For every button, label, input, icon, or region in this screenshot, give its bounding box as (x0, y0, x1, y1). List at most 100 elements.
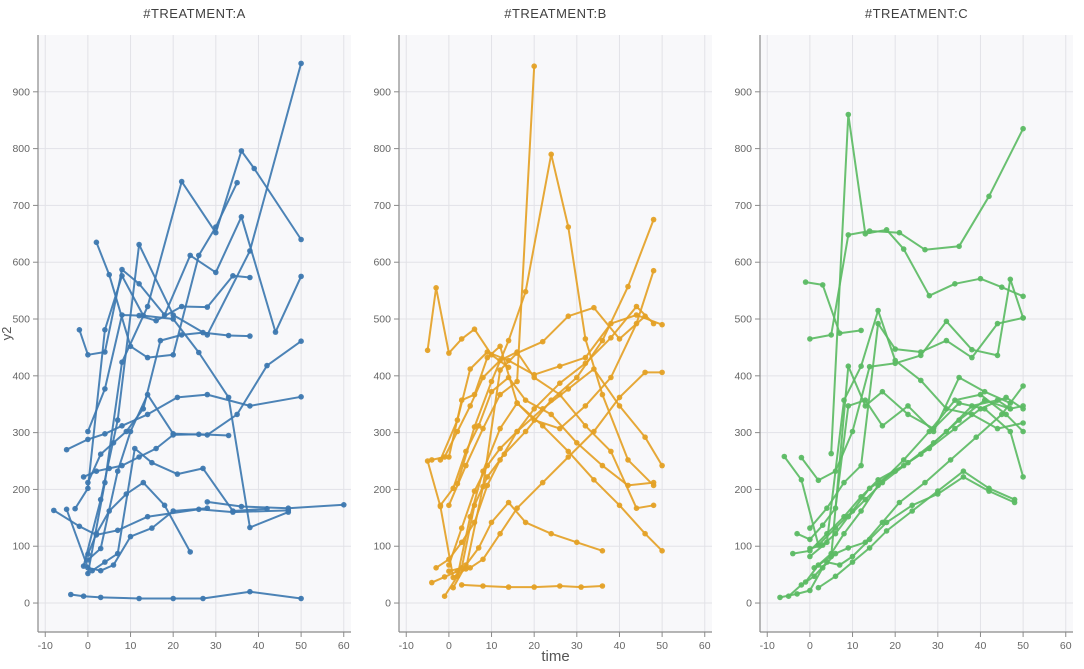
data-point (63, 506, 70, 513)
y-tick-label: 700 (373, 200, 391, 212)
series-line (796, 376, 1012, 541)
data-point (926, 292, 933, 299)
data-point (918, 377, 924, 384)
data-point (625, 283, 631, 290)
data-point (582, 423, 589, 429)
x-tick-label: 40 (975, 640, 987, 652)
data-point (85, 551, 91, 557)
y-tick-label: 0 (746, 598, 752, 610)
data-point (650, 479, 657, 486)
data-point (170, 316, 176, 322)
panel-treatment-b: -10 0 10 20 30 40 50 60 0 100 200 300 400 500 600 700 80… (361, 0, 722, 669)
x-tick-label: 60 (338, 640, 350, 652)
data-point (807, 548, 813, 554)
data-point (565, 386, 572, 392)
data-point (437, 503, 444, 510)
data-point (807, 587, 813, 594)
data-point (608, 335, 614, 341)
panel-treatment-a: -10 0 10 20 30 40 50 60 0 100 200 300 400 500 600 700 80… (0, 0, 361, 669)
data-point (548, 530, 554, 537)
data-point (642, 434, 648, 441)
data-point (178, 178, 185, 185)
data-point (845, 545, 852, 551)
data-point (642, 313, 648, 320)
data-point (475, 545, 482, 551)
data-point (1020, 125, 1026, 132)
data-point (471, 488, 478, 494)
data-point (488, 378, 495, 385)
data-point (170, 432, 176, 438)
x-tick-label: -10 (399, 640, 414, 652)
data-point (608, 320, 614, 327)
data-point (815, 542, 822, 548)
data-point (463, 462, 469, 469)
data-point (484, 474, 491, 480)
data-point (807, 336, 813, 342)
data-point (790, 550, 796, 557)
data-point (802, 279, 809, 285)
data-point (429, 579, 435, 586)
data-point (119, 273, 125, 279)
data-point (480, 583, 486, 589)
data-point (497, 357, 503, 364)
data-point (200, 329, 206, 336)
data-point (849, 559, 856, 565)
y-tick-label: 300 (12, 427, 30, 439)
series-line (830, 113, 1025, 455)
data-point (72, 505, 78, 512)
plot-area (760, 35, 1073, 632)
data-point (136, 454, 142, 460)
data-point (480, 374, 486, 381)
data-point (514, 378, 520, 385)
panel-treatment-c: -10 0 10 20 30 40 50 60 0 100 200 300 400 500 600 700 80… (722, 0, 1083, 669)
data-point (883, 519, 890, 526)
data-point (994, 352, 1001, 359)
data-point (85, 570, 91, 577)
data-point (849, 508, 856, 514)
y-tick-label: 600 (12, 257, 30, 269)
data-point (170, 595, 176, 602)
data-point (106, 508, 112, 514)
data-point (798, 477, 805, 483)
data-point (505, 337, 512, 344)
data-point (1020, 428, 1026, 435)
data-point (488, 388, 495, 395)
series-line (426, 306, 647, 579)
data-point (565, 313, 572, 320)
data-point (999, 284, 1005, 291)
data-point (616, 502, 623, 509)
data-point (480, 556, 486, 563)
data-point (93, 530, 100, 537)
data-point (204, 499, 211, 505)
data-point (952, 397, 958, 404)
data-point (341, 502, 347, 508)
data-point (467, 513, 473, 520)
y-tick-label: 900 (734, 86, 752, 98)
data-point (845, 363, 852, 370)
data-point (896, 229, 903, 236)
data-point (1007, 276, 1014, 283)
y-tick-label: 400 (734, 370, 752, 382)
data-point (497, 425, 503, 432)
data-point (458, 582, 465, 588)
data-point (93, 239, 100, 246)
data-point (905, 411, 911, 418)
data-point (659, 462, 665, 469)
data-point (76, 327, 83, 333)
data-point (969, 346, 975, 353)
data-point (943, 337, 950, 344)
data-point (794, 591, 800, 597)
data-point (196, 431, 202, 438)
data-point (862, 403, 869, 409)
x-tick-label: -10 (38, 640, 53, 652)
data-point (858, 508, 864, 514)
data-point (977, 275, 984, 282)
data-point (969, 354, 975, 361)
x-tick-label: 30 (210, 640, 222, 652)
treatment-a-chart: -10 0 10 20 30 40 50 60010020030040050060070080… (0, 6, 351, 652)
data-point (522, 519, 529, 526)
x-tick-label: 0 (446, 640, 452, 652)
data-point (144, 354, 151, 361)
series-line (783, 399, 1012, 547)
data-point (918, 349, 924, 355)
